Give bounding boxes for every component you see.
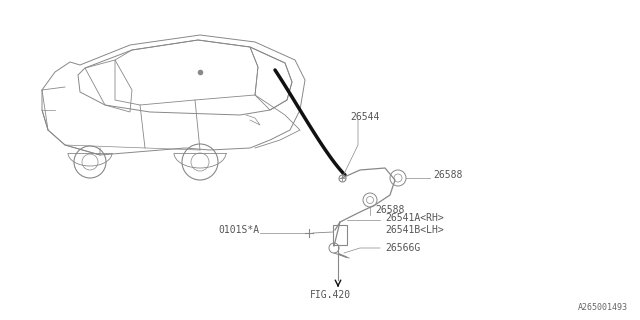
Text: 26544: 26544 [350,112,380,122]
Text: 26588: 26588 [433,170,462,180]
Text: A265001493: A265001493 [578,303,628,312]
Text: 26588: 26588 [375,205,404,215]
Text: FIG.420: FIG.420 [310,290,351,300]
Bar [333,225,347,245]
Text: 26541A<RH>: 26541A<RH> [385,213,444,223]
Text: 26541B<LH>: 26541B<LH> [385,225,444,235]
Text: 26566G: 26566G [385,243,420,253]
Text: 0101S*A: 0101S*A [218,225,259,235]
